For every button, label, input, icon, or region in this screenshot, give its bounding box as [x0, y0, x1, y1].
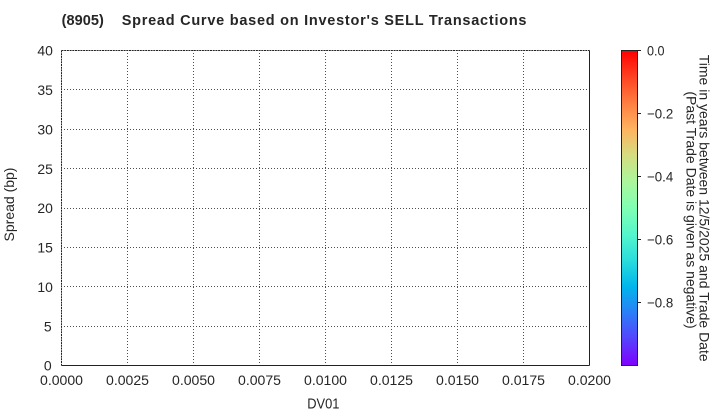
svg-text:0.0075: 0.0075 — [238, 372, 281, 388]
svg-text:0.0150: 0.0150 — [436, 372, 479, 388]
svg-text:Spread Curve based on Investor: Spread Curve based on Investor's SELL Tr… — [122, 13, 527, 29]
svg-text:DV01: DV01 — [307, 396, 339, 412]
svg-text:0.0200: 0.0200 — [568, 372, 611, 388]
svg-text:Spread (bp): Spread (bp) — [1, 168, 17, 242]
svg-text:0.0: 0.0 — [647, 43, 665, 59]
svg-text:0.0125: 0.0125 — [370, 372, 413, 388]
svg-text:20: 20 — [37, 200, 53, 216]
svg-text:0.0025: 0.0025 — [106, 372, 149, 388]
svg-text:(Past Trade Date is given as n: (Past Trade Date is given as negative) — [684, 91, 700, 328]
svg-text:0.0000: 0.0000 — [40, 372, 83, 388]
svg-text:−0.8: −0.8 — [647, 295, 673, 311]
svg-text:0.0175: 0.0175 — [502, 372, 545, 388]
svg-text:(8905): (8905) — [62, 13, 104, 29]
svg-text:10: 10 — [37, 279, 53, 295]
svg-text:−0.6: −0.6 — [647, 232, 673, 248]
svg-text:30: 30 — [37, 121, 53, 137]
svg-text:0: 0 — [44, 358, 52, 374]
svg-text:0.0050: 0.0050 — [172, 372, 215, 388]
svg-text:25: 25 — [37, 161, 53, 177]
svg-text:40: 40 — [37, 43, 53, 59]
svg-text:35: 35 — [37, 82, 53, 98]
svg-text:0.0100: 0.0100 — [304, 372, 347, 388]
svg-text:−0.2: −0.2 — [647, 106, 673, 122]
svg-text:−0.4: −0.4 — [647, 169, 673, 185]
svg-text:Time in years between 12/5/202: Time in years between 12/5/2025 and Trad… — [697, 55, 713, 362]
svg-text:5: 5 — [44, 318, 52, 334]
svg-text:15: 15 — [37, 240, 53, 256]
